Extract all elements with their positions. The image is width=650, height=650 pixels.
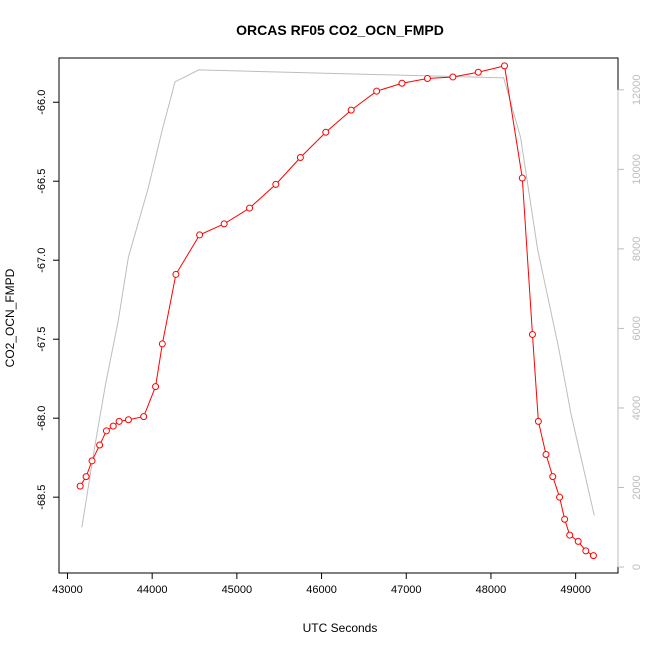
- data-point: [449, 73, 457, 81]
- x-tick-label: 46000: [306, 584, 337, 596]
- data-point: [96, 441, 104, 449]
- y-tick-label: -66.5: [36, 169, 48, 194]
- y-axis-label: CO2_OCN_FMPD: [3, 268, 17, 367]
- data-point: [398, 79, 406, 87]
- data-point: [549, 473, 557, 481]
- x-tick-label: 45000: [222, 584, 253, 596]
- data-point: [589, 552, 597, 560]
- data-point: [566, 531, 574, 539]
- x-tick-label: 47000: [391, 584, 422, 596]
- data-point: [296, 154, 304, 162]
- data-point: [76, 482, 84, 490]
- series-line: [81, 69, 595, 528]
- data-point: [158, 340, 166, 348]
- data-point: [196, 231, 204, 239]
- x-axis-label: UTC Seconds: [303, 621, 378, 635]
- y2-tick-label: 8000: [631, 237, 643, 261]
- y2-tick-label: 10000: [631, 154, 643, 185]
- x-tick-label: 44000: [137, 584, 168, 596]
- data-point: [474, 68, 482, 76]
- data-point: [556, 493, 564, 501]
- data-point: [574, 537, 582, 545]
- y-tick-label: -68.5: [36, 485, 48, 510]
- y-tick-label: -67.0: [36, 248, 48, 273]
- series-layer: [76, 62, 597, 560]
- data-point: [322, 128, 330, 136]
- y2-tick-label: 6000: [631, 316, 643, 340]
- data-point: [347, 106, 355, 114]
- y-axis-right: 0 2000 4000 6000 8000 10000 12000: [617, 75, 643, 570]
- y2-tick-label: 12000: [631, 75, 643, 106]
- y-tick-label: -68.0: [36, 406, 48, 431]
- data-point: [82, 473, 90, 481]
- y2-tick-label: 0: [631, 564, 643, 570]
- x-tick-label: 48000: [476, 584, 507, 596]
- data-point: [582, 547, 590, 555]
- x-tick-label: 49000: [560, 584, 591, 596]
- y-tick-label: -66.0: [36, 90, 48, 115]
- data-point: [534, 417, 542, 425]
- data-point: [140, 413, 148, 421]
- data-point: [246, 204, 254, 212]
- data-point: [124, 416, 132, 424]
- data-point: [423, 75, 431, 83]
- data-point: [542, 451, 550, 459]
- data-point: [88, 457, 96, 465]
- data-point: [518, 174, 526, 182]
- series-line: [79, 65, 594, 557]
- data-point: [152, 383, 160, 391]
- data-point: [561, 515, 569, 523]
- data-point: [172, 270, 180, 278]
- y2-tick-label: 4000: [631, 396, 643, 420]
- chart-title: ORCAS RF05 CO2_OCN_FMPD: [236, 22, 444, 38]
- x-tick-label: 43000: [52, 584, 83, 596]
- plot-frame: [58, 57, 619, 574]
- data-point: [115, 417, 123, 425]
- x-axis: 43000 44000 45000 46000 47000 48000 49000: [52, 572, 591, 596]
- data-point: [272, 180, 280, 188]
- data-point: [501, 62, 509, 70]
- y-tick-label: -67.5: [36, 327, 48, 352]
- data-point: [528, 330, 536, 338]
- data-point: [102, 427, 110, 435]
- y-axis-left: -68.5 -68.0 -67.5 -67.0 -66.5 -66.0: [36, 90, 60, 510]
- data-point: [373, 87, 381, 95]
- y2-tick-label: 2000: [631, 475, 643, 499]
- data-point: [109, 422, 117, 430]
- data-point: [220, 220, 228, 228]
